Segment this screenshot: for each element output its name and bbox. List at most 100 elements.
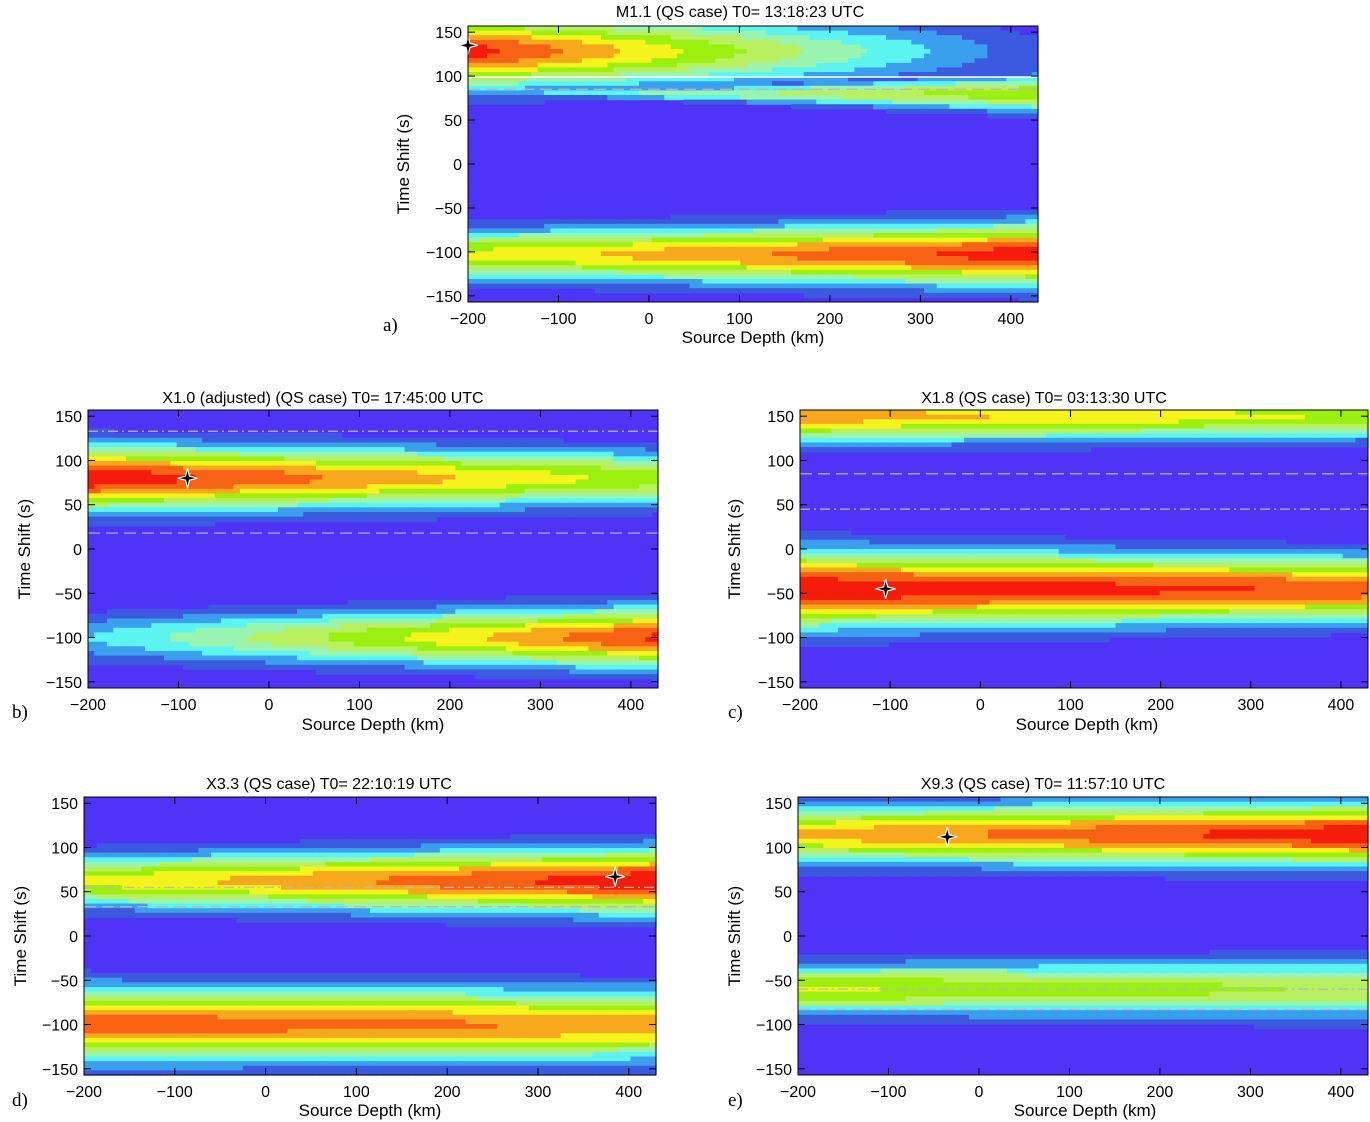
contour-cell xyxy=(962,95,969,101)
contour-cell xyxy=(316,493,323,499)
contour-cell xyxy=(499,26,507,32)
contour-cell xyxy=(290,451,298,457)
contour-cell xyxy=(981,219,988,225)
contour-cell xyxy=(778,53,786,59)
contour-cell xyxy=(607,219,615,225)
contour-cell xyxy=(613,279,621,285)
contour-cell xyxy=(1025,228,1033,234)
contour-cell xyxy=(385,442,393,448)
contour-cell xyxy=(848,49,855,55)
contour-cell xyxy=(1031,113,1039,119)
contour-cell xyxy=(848,223,855,229)
contour-cell xyxy=(841,256,849,262)
contour-cell xyxy=(1031,288,1039,294)
contour-cell xyxy=(290,609,298,615)
contour-cell xyxy=(107,474,114,481)
contour-cell xyxy=(506,67,513,73)
contour-cell xyxy=(620,233,627,239)
contour-cell xyxy=(366,660,374,666)
contour-cell xyxy=(930,53,938,59)
contour-cell xyxy=(373,613,380,620)
contour-cell xyxy=(892,72,900,78)
contour-cell xyxy=(746,53,754,59)
contour-cell xyxy=(784,49,792,55)
contour-cell xyxy=(309,442,317,448)
contour-cell xyxy=(962,256,969,262)
contour-cell xyxy=(569,81,577,87)
contour-cell xyxy=(240,516,247,522)
contour-cell xyxy=(632,223,640,229)
contour-cell xyxy=(525,265,532,271)
contour-cell xyxy=(765,58,773,64)
contour-cell xyxy=(949,274,957,280)
contour-cell xyxy=(259,484,266,490)
contour-cell xyxy=(1000,251,1007,257)
contour-cell xyxy=(601,30,608,36)
contour-cell xyxy=(417,479,425,485)
contour-cell xyxy=(708,58,716,64)
contour-cell xyxy=(829,260,836,266)
contour-cell xyxy=(252,641,260,647)
contour-cell xyxy=(290,632,298,638)
contour-cell xyxy=(379,646,387,652)
contour-cell xyxy=(1031,62,1039,68)
contour-cell xyxy=(195,641,203,647)
contour-cell xyxy=(550,223,558,229)
contour-cell xyxy=(259,618,266,624)
contour-cell xyxy=(341,613,349,620)
contour-cell xyxy=(113,507,121,513)
contour-cell xyxy=(968,256,976,262)
contour-cell xyxy=(271,442,279,448)
contour-cell xyxy=(879,62,887,68)
contour-cell xyxy=(145,646,152,652)
contour-cell xyxy=(512,228,520,234)
contour-cell xyxy=(784,76,792,82)
contour-cell xyxy=(689,246,697,252)
contour-cell xyxy=(924,62,931,68)
contour-cell xyxy=(943,288,950,294)
contour-cell xyxy=(328,498,336,504)
contour-cell xyxy=(214,655,222,661)
contour-cell xyxy=(151,484,159,490)
contour-cell xyxy=(233,456,241,462)
contour-cell xyxy=(841,76,849,82)
contour-cell xyxy=(626,67,634,73)
contour-cell xyxy=(341,632,349,638)
contour-cell xyxy=(658,274,665,280)
contour-cell xyxy=(303,623,311,629)
contour-cell xyxy=(778,219,786,225)
contour-cell xyxy=(981,67,988,73)
contour-cell xyxy=(569,237,577,243)
contour-cell xyxy=(740,44,748,50)
contour-cell xyxy=(417,465,425,471)
contour-cell xyxy=(113,484,121,490)
contour-cell xyxy=(392,627,399,633)
contour-cell xyxy=(759,30,767,36)
contour-cell xyxy=(138,507,146,513)
contour-cell xyxy=(582,53,589,59)
contour-cell xyxy=(398,470,406,476)
contour-cell xyxy=(499,76,507,82)
contour-cell xyxy=(354,655,361,661)
contour-cell xyxy=(189,451,197,457)
contour-cell xyxy=(797,81,805,87)
contour-cell xyxy=(892,274,900,280)
contour-cell xyxy=(195,618,203,624)
contour-cell xyxy=(246,627,254,633)
contour-cell xyxy=(259,470,266,476)
contour-cell xyxy=(328,484,336,490)
contour-cell xyxy=(1012,242,1020,248)
contour-cell xyxy=(879,265,887,271)
contour-cell xyxy=(531,30,539,36)
contour-cell xyxy=(240,484,247,490)
contour-cell xyxy=(936,85,944,91)
contour-cell xyxy=(480,72,488,78)
contour-cell xyxy=(550,26,558,32)
contour-cell xyxy=(677,274,684,280)
contour-cell xyxy=(170,447,178,453)
contour-cell xyxy=(417,655,425,661)
contour-cell xyxy=(151,511,159,518)
contour-cell xyxy=(696,62,703,68)
contour-cell xyxy=(886,26,893,32)
contour-cell xyxy=(905,104,912,110)
